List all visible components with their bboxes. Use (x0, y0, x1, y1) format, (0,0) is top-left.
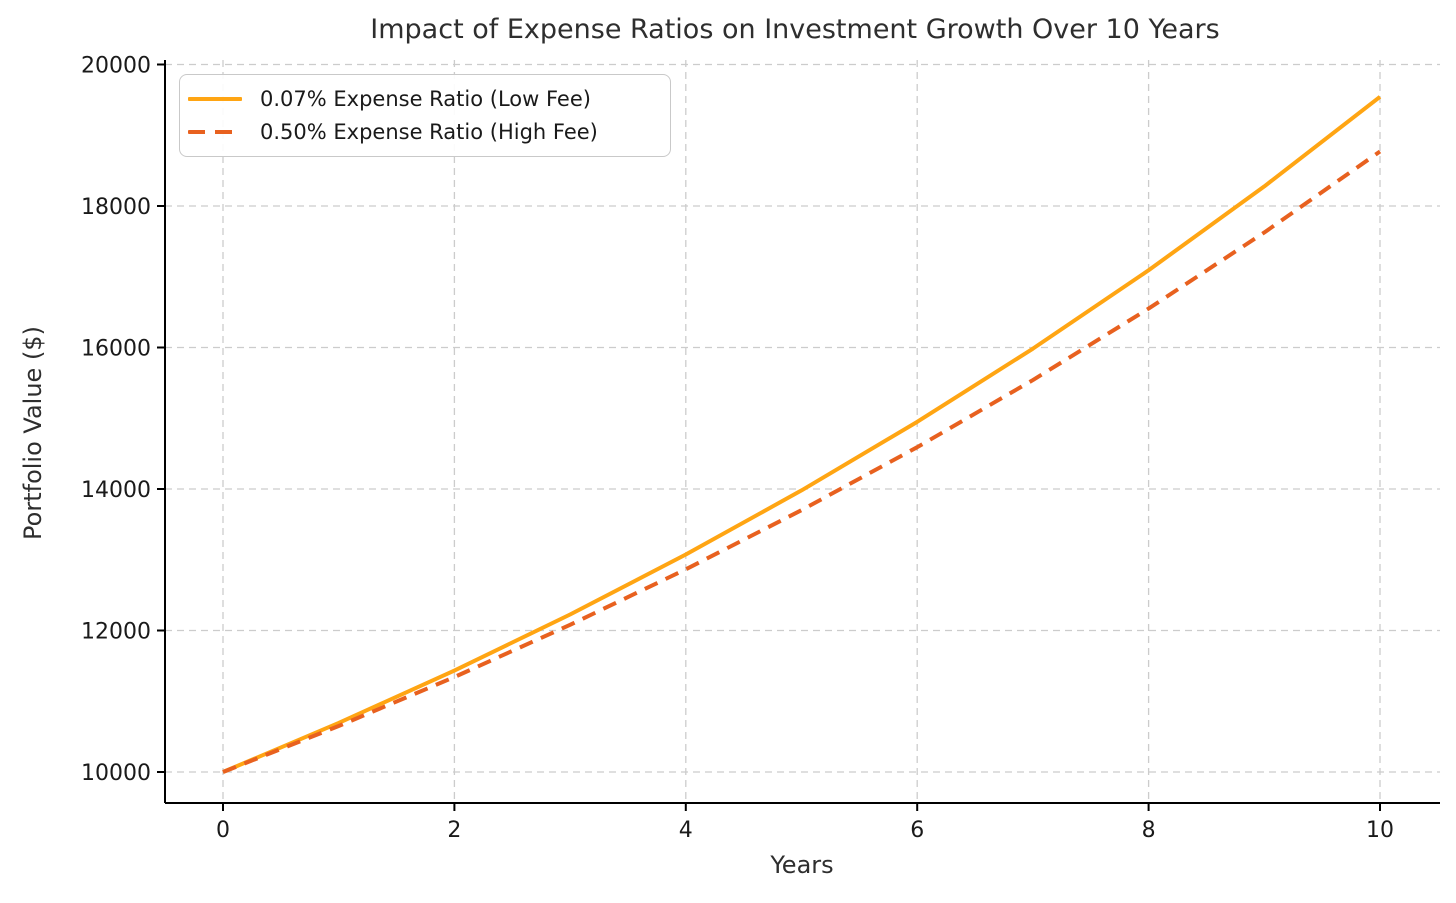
x-tick-label: 0 (216, 818, 230, 843)
chart-title: Impact of Expense Ratios on Investment G… (370, 14, 1220, 45)
x-tick-label: 2 (447, 818, 461, 843)
y-tick-label: 10000 (81, 761, 151, 786)
legend-label-low-fee: 0.07% Expense Ratio (Low Fee) (260, 87, 591, 111)
y-tick-label: 18000 (81, 195, 151, 220)
legend-label-high-fee: 0.50% Expense Ratio (High Fee) (260, 120, 598, 144)
y-tick-label: 12000 (81, 620, 151, 645)
legend-line-sample-solid (188, 96, 242, 102)
x-tick-label: 10 (1366, 818, 1394, 843)
x-axis-label: Years (770, 851, 834, 879)
x-tick-label: 4 (679, 818, 693, 843)
legend: 0.07% Expense Ratio (Low Fee) 0.50% Expe… (179, 74, 671, 157)
y-tick-label: 20000 (81, 54, 151, 79)
y-axis-label: Portfolio Value ($) (19, 326, 47, 540)
y-tick-label: 16000 (81, 337, 151, 362)
series-line-low-fee (222, 95, 1382, 774)
legend-line-sample-dashed (188, 129, 242, 135)
y-tick-label: 14000 (81, 478, 151, 503)
legend-item-high-fee: 0.50% Expense Ratio (High Fee) (188, 120, 652, 144)
x-tick-label: 8 (1142, 818, 1156, 843)
legend-item-low-fee: 0.07% Expense Ratio (Low Fee) (188, 87, 652, 111)
x-tick-label: 6 (910, 818, 924, 843)
series-line-high-fee (222, 149, 1382, 774)
